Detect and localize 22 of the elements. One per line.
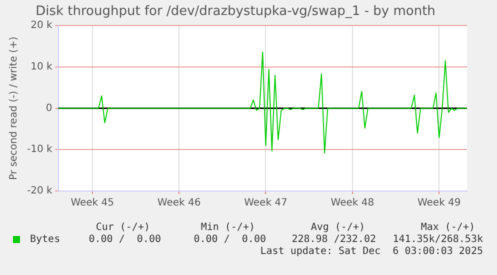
text: 0.00 / 0.00 [88, 234, 161, 245]
text: Cur (-/+) [96, 222, 150, 233]
text: Avg (-/+) [310, 222, 365, 233]
x-tick-label: Week 47 [244, 198, 288, 209]
chart-title: Disk throughput for /dev/drazbystupka-vg/swap_1 - by month [36, 4, 436, 20]
text: Min (-/+) [200, 222, 255, 233]
legend-label: Bytes [30, 234, 60, 245]
x-tick-label: Week 48 [330, 198, 374, 209]
text: 228.98 /232.02 [292, 234, 376, 245]
y-axis-title: Pr second read (-) / write (+) [8, 36, 20, 180]
x-tick-label: Week 46 [157, 198, 201, 209]
text: Last update: Sat Dec 6 03:00:03 2025 [260, 246, 483, 257]
y-tick-label: 0 [46, 102, 52, 114]
y-tick-label: 10 k [30, 62, 53, 73]
y-tick-label: -20 k [26, 186, 52, 197]
x-tick-label: Week 45 [70, 198, 114, 209]
y-tick-label: 20 k [30, 20, 53, 32]
text: Max (-/+) [420, 222, 475, 233]
y-tick-label: -10 k [26, 144, 52, 156]
text: 0.00 / 0.00 [194, 234, 266, 245]
text: 141.35k/268.53k [392, 234, 483, 245]
x-tick-label: Week 49 [417, 198, 461, 209]
